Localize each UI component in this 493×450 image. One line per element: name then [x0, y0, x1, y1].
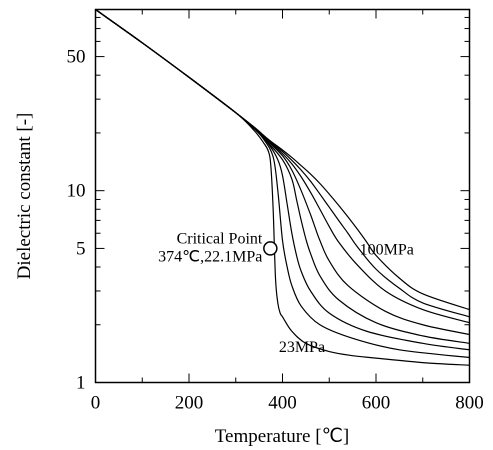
x-tick-label: 600	[362, 393, 391, 414]
x-tick-label: 200	[175, 393, 204, 414]
series-line-6	[95, 9, 470, 324]
series-line-5	[95, 9, 470, 336]
y-tick-label: 10	[67, 181, 86, 202]
x-tick-label: 400	[268, 393, 297, 414]
critical-point-label: Critical Point	[177, 230, 263, 247]
series-line-7	[95, 9, 470, 318]
critical-point-marker	[263, 241, 278, 256]
series-curves	[95, 9, 470, 366]
axis-ticks	[95, 9, 470, 383]
x-axis-title: Temperature [℃]	[215, 426, 349, 447]
axis-tick-labels: 0 200 400 600 800 1 5 10 50	[67, 47, 484, 414]
x-tick-label: 0	[91, 393, 101, 414]
y-axis-title: Dielectric constant [-]	[14, 113, 35, 280]
y-tick-label: 50	[67, 47, 86, 68]
y-tick-label: 5	[76, 238, 86, 259]
series-line-8	[95, 9, 470, 311]
series-line-1	[95, 9, 470, 366]
y-tick-label: 1	[76, 373, 86, 394]
series-label-100mpa: 100MPa	[360, 241, 414, 258]
plot-frame	[94, 8, 471, 384]
series-label-23mpa: 23MPa	[279, 339, 325, 356]
x-tick-label: 800	[455, 393, 484, 414]
critical-point-values: 374℃,22.1MPa	[158, 248, 262, 265]
